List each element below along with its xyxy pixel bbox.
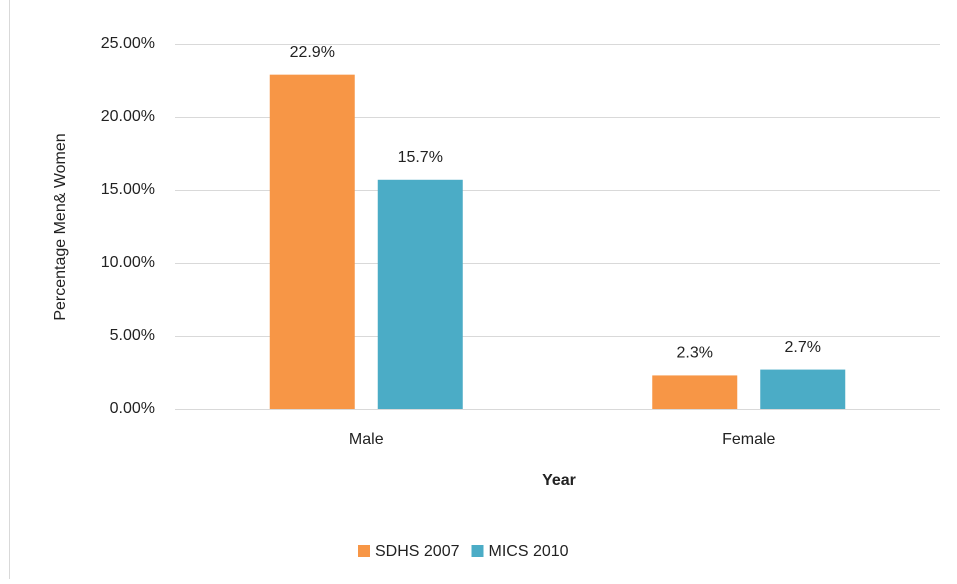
- legend-label: MICS 2010: [489, 543, 569, 560]
- data-label: 15.7%: [398, 149, 443, 166]
- legend-swatch: [471, 545, 484, 557]
- y-axis-title: Percentage Men& Women: [52, 133, 69, 320]
- y-tick-label: 10.00%: [101, 254, 155, 271]
- data-label: 22.9%: [290, 44, 335, 61]
- bar: [652, 375, 738, 409]
- legend-label: SDHS 2007: [375, 543, 460, 560]
- y-tick-label: 5.00%: [110, 327, 155, 344]
- x-axis-title: Year: [542, 472, 576, 489]
- x-tick-label: Male: [349, 431, 384, 448]
- bar: [377, 179, 463, 409]
- y-tick-label: 25.00%: [101, 35, 155, 52]
- y-tick-label: 20.00%: [101, 108, 155, 125]
- x-tick-label: Female: [722, 431, 775, 448]
- y-tick-label: 15.00%: [101, 181, 155, 198]
- legend-swatch: [358, 545, 370, 557]
- bar: [760, 369, 846, 409]
- bar: [269, 74, 355, 409]
- data-label: 2.7%: [785, 339, 821, 356]
- data-label: 2.3%: [677, 345, 713, 362]
- y-tick-label: 0.00%: [110, 400, 155, 417]
